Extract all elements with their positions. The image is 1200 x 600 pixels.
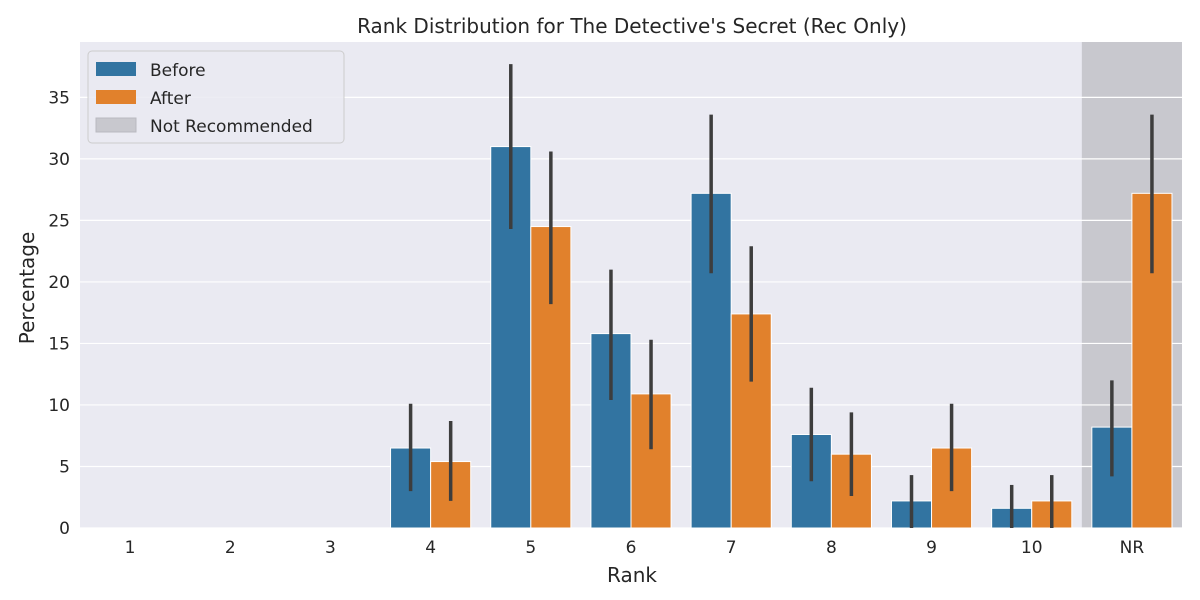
x-tick-label: 4: [425, 538, 436, 558]
x-tick-label: 6: [626, 538, 637, 558]
x-tick-label: 3: [325, 538, 336, 558]
y-axis-label: Percentage: [15, 232, 39, 345]
y-tick-label: 35: [48, 88, 70, 108]
x-tick-label: NR: [1120, 538, 1145, 558]
legend-label-1: After: [150, 89, 191, 109]
x-tick-labels: 1 2 3 4 5 6 7 8 9 10 NR: [125, 538, 1145, 558]
x-axis-label: Rank: [607, 563, 657, 587]
x-tick-label: 9: [926, 538, 937, 558]
legend-swatch-0: [96, 62, 136, 76]
chart-title: Rank Distribution for The Detective's Se…: [357, 14, 907, 38]
x-tick-label: 10: [1021, 538, 1043, 558]
y-tick-label: 20: [48, 273, 70, 293]
x-tick-label: 1: [125, 538, 136, 558]
legend-label-0: Before: [150, 61, 206, 81]
legend: Before After Not Recommended: [87, 50, 345, 144]
y-tick-label: 30: [48, 150, 70, 170]
y-tick-label: 15: [48, 334, 70, 354]
x-tick-label: 7: [726, 538, 737, 558]
x-tick-label: 8: [826, 538, 837, 558]
y-tick-label: 0: [59, 519, 70, 539]
x-tick-label: 5: [525, 538, 536, 558]
x-tick-label: 2: [225, 538, 236, 558]
legend-swatch-2: [95, 117, 137, 133]
legend-swatch-1: [96, 90, 136, 104]
error-bar-layer: [408, 64, 1154, 528]
y-tick-label: 10: [48, 396, 70, 416]
y-tick-label: 25: [48, 211, 70, 231]
legend-box: [87, 50, 345, 144]
legend-label-2: Not Recommended: [150, 117, 313, 137]
y-tick-labels: 0 5 10 15 20 25 30 35: [48, 88, 70, 539]
y-tick-label: 5: [59, 457, 70, 477]
